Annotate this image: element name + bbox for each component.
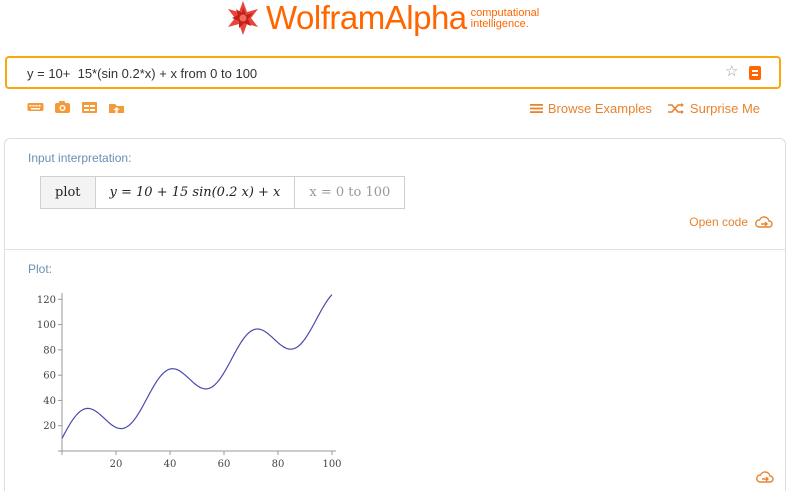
x-tick-label: 100 — [322, 459, 341, 467]
data-point — [142, 407, 143, 408]
data-point — [210, 394, 211, 395]
y-tick-label: 80 — [43, 345, 56, 356]
brand-name: WolframAlpha — [266, 0, 467, 36]
y-tick-label: 100 — [37, 320, 56, 331]
shuffle-icon — [667, 103, 684, 114]
y-tick-label: 120 — [37, 295, 56, 306]
data-point — [183, 367, 184, 368]
browse-examples-label: Browse Examples — [547, 101, 652, 116]
data-point — [223, 386, 224, 387]
search-box[interactable]: ☆ — [5, 56, 781, 89]
data-point — [102, 416, 103, 417]
y-tick-label: 40 — [43, 396, 56, 407]
interpretation-cell-command: plot — [41, 177, 95, 208]
upload-icon[interactable] — [108, 100, 125, 114]
brand-part-alpha: Alpha — [384, 0, 467, 36]
tagline-line2: intelligence. — [470, 18, 529, 30]
tagline: computational intelligence. — [471, 8, 540, 30]
data-point — [331, 294, 332, 295]
equals-icon[interactable] — [749, 66, 761, 80]
x-tick-label: 20 — [110, 459, 123, 467]
table-icon[interactable] — [81, 100, 98, 114]
plot-title: Plot: — [28, 262, 53, 276]
search-input[interactable] — [27, 64, 717, 82]
open-code-link[interactable]: Open code — [689, 215, 773, 229]
data-point — [83, 409, 84, 410]
cloud-arrow-icon — [755, 215, 773, 228]
surprise-me-link[interactable]: Surprise Me — [667, 101, 760, 116]
data-point — [129, 424, 130, 425]
interpretation-cell-range: x = 0 to 100 — [294, 177, 404, 208]
data-point — [75, 416, 76, 417]
data-point — [115, 427, 116, 428]
browse-examples-link[interactable]: Browse Examples — [529, 101, 652, 116]
data-point — [250, 331, 251, 332]
data-point — [61, 438, 62, 439]
y-tick-label: 60 — [43, 371, 56, 382]
x-tick-label: 80 — [272, 459, 285, 467]
wolfram-alpha-logo[interactable]: WolframAlpha computational intelligence. — [224, 0, 539, 36]
brand-part-wolfram: Wolfram — [266, 0, 385, 36]
input-interpretation-box: plot y = 10 + 15 sin(0.2 x) + x x = 0 to… — [40, 176, 406, 209]
x-tick-label: 60 — [218, 459, 231, 467]
data-point — [277, 349, 278, 350]
keyboard-icon[interactable] — [27, 100, 44, 114]
open-code-label: Open code — [689, 215, 748, 229]
pod-divider — [5, 249, 785, 250]
cloud-arrow-icon[interactable] — [756, 471, 774, 484]
data-point — [169, 370, 170, 371]
camera-icon[interactable] — [54, 100, 71, 114]
data-point — [156, 390, 157, 391]
data-point — [237, 352, 238, 353]
data-point — [291, 336, 292, 337]
plot-chart: 20 40 60 80 100 20 40 60 80 100 120 — [37, 293, 342, 467]
data-point — [304, 319, 305, 320]
tagline-line1: computational — [470, 7, 540, 19]
x-tick-label: 40 — [164, 459, 177, 467]
data-point — [318, 300, 319, 301]
star-icon[interactable]: ☆ — [725, 63, 739, 80]
interpretation-cell-function: y = 10 + 15 sin(0.2 x) + x — [94, 177, 295, 208]
data-point — [196, 385, 197, 386]
series-line — [61, 294, 333, 439]
input-interpretation-title: Input interpretation: — [28, 151, 132, 165]
wolfram-star-icon — [228, 1, 258, 35]
data-point — [88, 408, 89, 409]
result-panel: Input interpretation: plot y = 10 + 15 s… — [4, 138, 786, 491]
surprise-me-label: Surprise Me — [689, 101, 760, 116]
toolbar-links: Browse Examples Surprise Me — [529, 101, 760, 116]
input-toolbar — [27, 100, 125, 114]
data-point — [264, 330, 265, 331]
menu-icon — [529, 104, 543, 113]
y-tick-label: 20 — [43, 421, 56, 432]
